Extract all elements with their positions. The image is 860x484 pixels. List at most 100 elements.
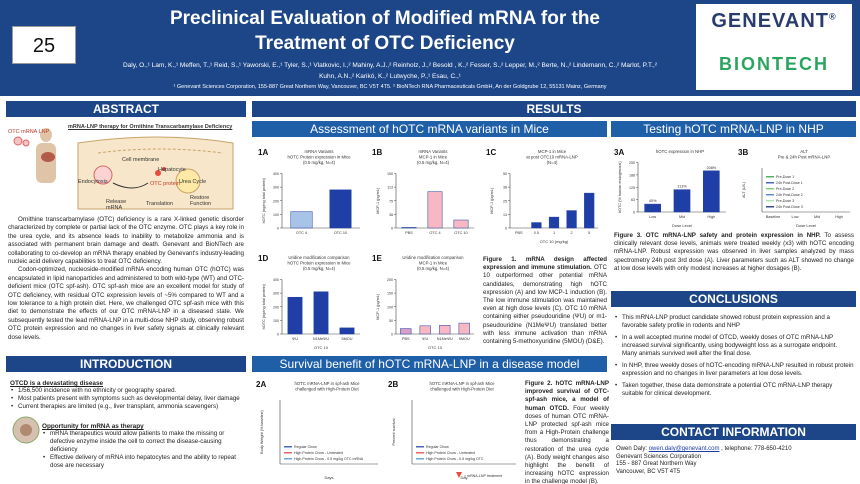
x-tick-label: Baseline [766, 215, 781, 219]
intro-bullet: 1/56,500 incidence with no ethnicity or … [10, 387, 244, 395]
y-tick-label: 0 [633, 211, 635, 215]
x-tick-label: OTC 4 [296, 231, 307, 235]
contact-heading: CONTACT INFORMATION [611, 424, 856, 440]
x-tick-label: OTC 4 [429, 231, 440, 235]
chart-1A: 1A mRNA Variants hOTC Protein expression i… [256, 146, 366, 246]
x-axis-label: Dose Level [672, 223, 692, 228]
legend-label: Regular Chow [294, 445, 317, 449]
contact-body: Owen Daly: owen.daly@genevant.com , tele… [616, 446, 856, 476]
x-axis-label: OTC 10 (mg/kg) [540, 239, 569, 244]
chart-title: challenged with High-Protein Diet [430, 387, 494, 392]
header-banner: 25 Preclinical Evaluation of Modified mR… [0, 0, 860, 96]
panel-label: 2B [388, 380, 398, 389]
x-tick-label: PBS [515, 231, 523, 235]
intro-subheading-2: Opportunity for mRNA as therapy [42, 423, 144, 430]
mechanism-diagram [13, 128, 234, 210]
bar [531, 222, 542, 229]
bar [419, 325, 431, 335]
title-line-2: Treatment of OTC Deficiency [255, 33, 515, 54]
bar [548, 216, 560, 229]
intro-bullets-2: mRNA therapeutics would allow patients t… [42, 430, 246, 470]
y-tick-label: 300 [273, 292, 279, 296]
authors: Daly, O.,¹ Lam, K.,¹ Meffen, T.,¹ Reid, … [110, 60, 670, 82]
bar [458, 322, 470, 335]
chart-title: (N=4) [547, 160, 558, 165]
y-tick-label: 0 [277, 227, 279, 231]
chart-1C: 1C MCP-1 in Mice at post OTC10 mRNA-LNP (N=… [484, 146, 604, 246]
bar [644, 203, 661, 213]
panel-label: 1C [486, 148, 496, 157]
y-tick-label: 125 [629, 186, 635, 190]
y-tick-label: 0 [391, 227, 393, 231]
chart-title: challenged with High-Protein Diet [295, 387, 359, 392]
mice-heading: Assessment of hOTC mRNA variants in Mice [252, 121, 607, 137]
x-tick-label: 5MOU [342, 337, 353, 341]
contact-line-2: Genevant Sciences Corporation [616, 453, 702, 460]
x-tick-label: 1 [553, 231, 555, 235]
label-restore-function: Restore Function [190, 195, 212, 207]
x-tick-label: 5 [588, 231, 590, 235]
y-tick-label: 50 [503, 172, 507, 176]
legend-label: Pre-Dose 2 [776, 187, 794, 191]
y-tick-label: 38 [503, 186, 507, 190]
affiliations: ¹ Genevant Sciences Corporation, 155-887… [173, 84, 607, 90]
poster-number: 25 [12, 26, 76, 64]
x-tick-label: ΨU [422, 337, 428, 341]
label-hepatocyte: Hepatocyte [158, 167, 186, 173]
intro-bullet: Effective delivery of mRNA into hepatocy… [42, 454, 246, 470]
bar [401, 227, 417, 229]
x-tick-label: Low [649, 215, 656, 219]
chart-1B: 1B mRNA Variants MCP-1 in Mice (0.5 mg/kg, … [370, 146, 480, 246]
introduction-heading: INTRODUCTION [6, 356, 246, 372]
y-tick-label: 200 [273, 305, 279, 309]
x-axis-label: Dose Level [796, 223, 816, 228]
legend-label: High Protein Chow - 0.5 mg/kg OTC [426, 457, 484, 461]
nhp-heading: Testing hOTC mRNA-LNP in NHP [611, 121, 856, 137]
chart-title: ALT [800, 149, 808, 154]
bar [329, 189, 352, 229]
x-axis-label: Day [460, 475, 467, 480]
x-axis-label: OTC 10 [428, 345, 443, 350]
figure-1-caption-title: Figure 1. mRNA design affected expressio… [483, 256, 607, 272]
y-tick-label: 0 [391, 333, 393, 337]
x-tick-label: OTC 10 [454, 231, 467, 235]
survival-heading: Survival benefit of hOTC mRNA-LNP in a d… [252, 356, 607, 372]
chart-svg-2A: 2A hOTC mRNA-LNP in spf-ash Micechallenge… [256, 380, 378, 480]
figure-2-caption: Figure 2. hOTC mRNA-LNP improved surviva… [525, 380, 609, 484]
chart-3B: 3B ALT Pre & 24h Post mRNA-LNP ALT (U/L) Dos… [736, 146, 856, 230]
y-tick-label: 150 [387, 172, 393, 176]
chart-title: (0.5 mg/kg, N=4) [417, 266, 450, 271]
y-tick-label: 13 [503, 213, 507, 217]
conclusion-item: In a well accepted murine model of OTCD,… [614, 334, 854, 358]
bar [427, 191, 443, 229]
intro-subheading-1: OTCD is a devastating disease [10, 380, 104, 387]
data-label: 40% [649, 199, 657, 203]
label-otc-protein: OTC protein [150, 181, 180, 187]
contact-email-link[interactable]: owen.daly@genevant.com [648, 446, 720, 452]
bar [290, 211, 313, 229]
figure-2-caption-title: Figure 2. hOTC mRNA-LNP improved surviva… [525, 380, 609, 412]
x-tick-label: N1MeΨU [437, 337, 453, 341]
intro-bullet: mRNA therapeutics would allow patients t… [42, 430, 246, 454]
x-tick-label: OTC 10 [334, 231, 347, 235]
contact-line-1: Owen Daly: owen.daly@genevant.com , tele… [616, 446, 792, 452]
y-tick-label: 400 [273, 278, 279, 282]
x-tick-label: PBS [405, 231, 413, 235]
intro-bullet: Current therapies are limited (e.g., liv… [10, 403, 244, 411]
x-tick-label: 5MOU [459, 337, 470, 341]
y-tick-label: 0 [505, 227, 507, 231]
y-tick-label: 113 [387, 186, 393, 190]
label-release-mrna: Release mRNA [106, 199, 127, 211]
genevant-logo: GENEVANT® [711, 10, 837, 32]
chart-title: mRNA Variants [304, 149, 333, 154]
biontech-logo: BIONTECH [719, 54, 829, 74]
bar [339, 327, 355, 335]
label-cell-membrane: Cell membrane [122, 157, 160, 163]
chart-1E: 1E Uridine modification comparison MCP-1 i… [370, 252, 480, 352]
intro-bullet: Most patients present with symptoms such… [10, 395, 244, 403]
x-tick-label: 2 [571, 231, 573, 235]
